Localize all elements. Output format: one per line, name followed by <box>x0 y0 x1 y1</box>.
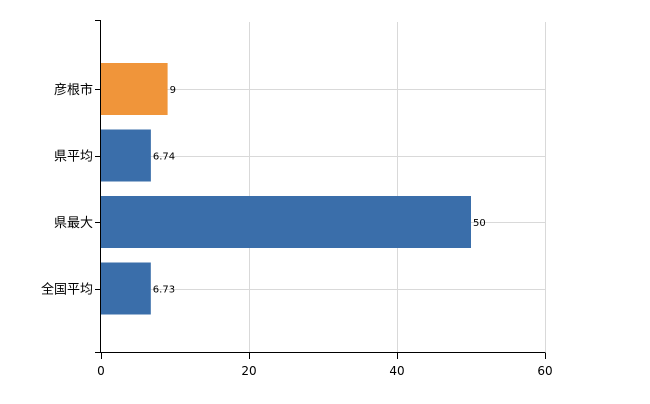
bar-value-label: 6.73 <box>153 285 175 296</box>
bars <box>101 63 471 315</box>
bar <box>101 63 168 115</box>
grid-lines <box>101 22 546 353</box>
bar-value-label: 6.74 <box>153 152 175 163</box>
bar <box>101 196 471 248</box>
y-tick-label: 全国平均 <box>41 282 93 298</box>
bar-value-label: 50 <box>473 218 486 229</box>
x-tick-label: 20 <box>241 364 256 378</box>
y-tick-label: 彦根市 <box>54 82 93 98</box>
bar <box>101 129 151 182</box>
x-tick-label: 60 <box>537 364 552 378</box>
bar-value-label: 9 <box>170 85 176 96</box>
x-tick-label: 0 <box>97 364 105 378</box>
y-tick-label: 県平均 <box>54 150 93 165</box>
bar <box>101 262 151 315</box>
y-tick-label: 県最大 <box>54 216 93 231</box>
axes <box>95 20 546 359</box>
x-tick-label: 40 <box>389 364 404 378</box>
